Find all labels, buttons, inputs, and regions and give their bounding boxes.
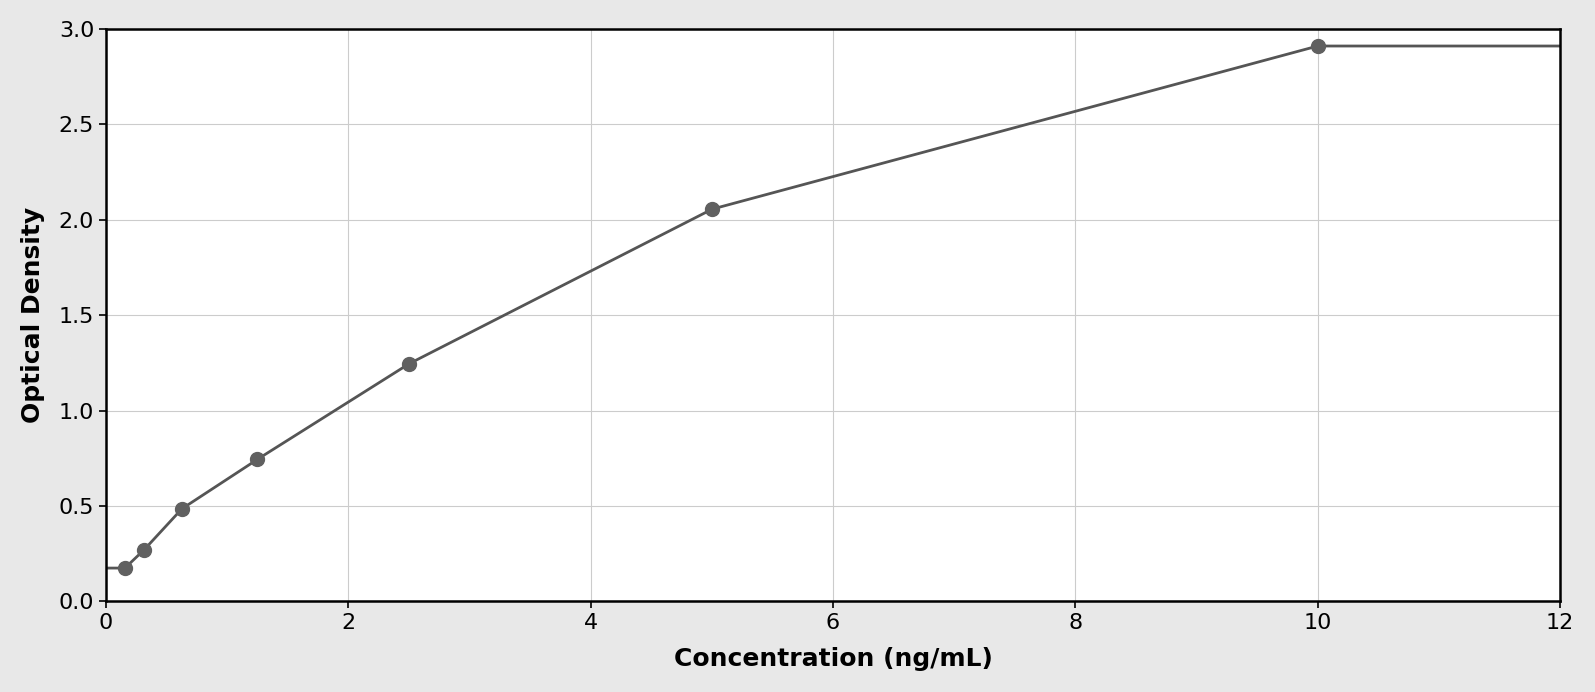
X-axis label: Concentration (ng/mL): Concentration (ng/mL) <box>673 647 992 671</box>
Point <box>699 203 724 215</box>
Point <box>396 358 421 370</box>
Point <box>169 503 195 514</box>
Point <box>131 545 156 556</box>
Y-axis label: Optical Density: Optical Density <box>21 207 45 424</box>
Point <box>244 454 270 465</box>
Point <box>112 563 137 574</box>
Point <box>1305 40 1330 51</box>
